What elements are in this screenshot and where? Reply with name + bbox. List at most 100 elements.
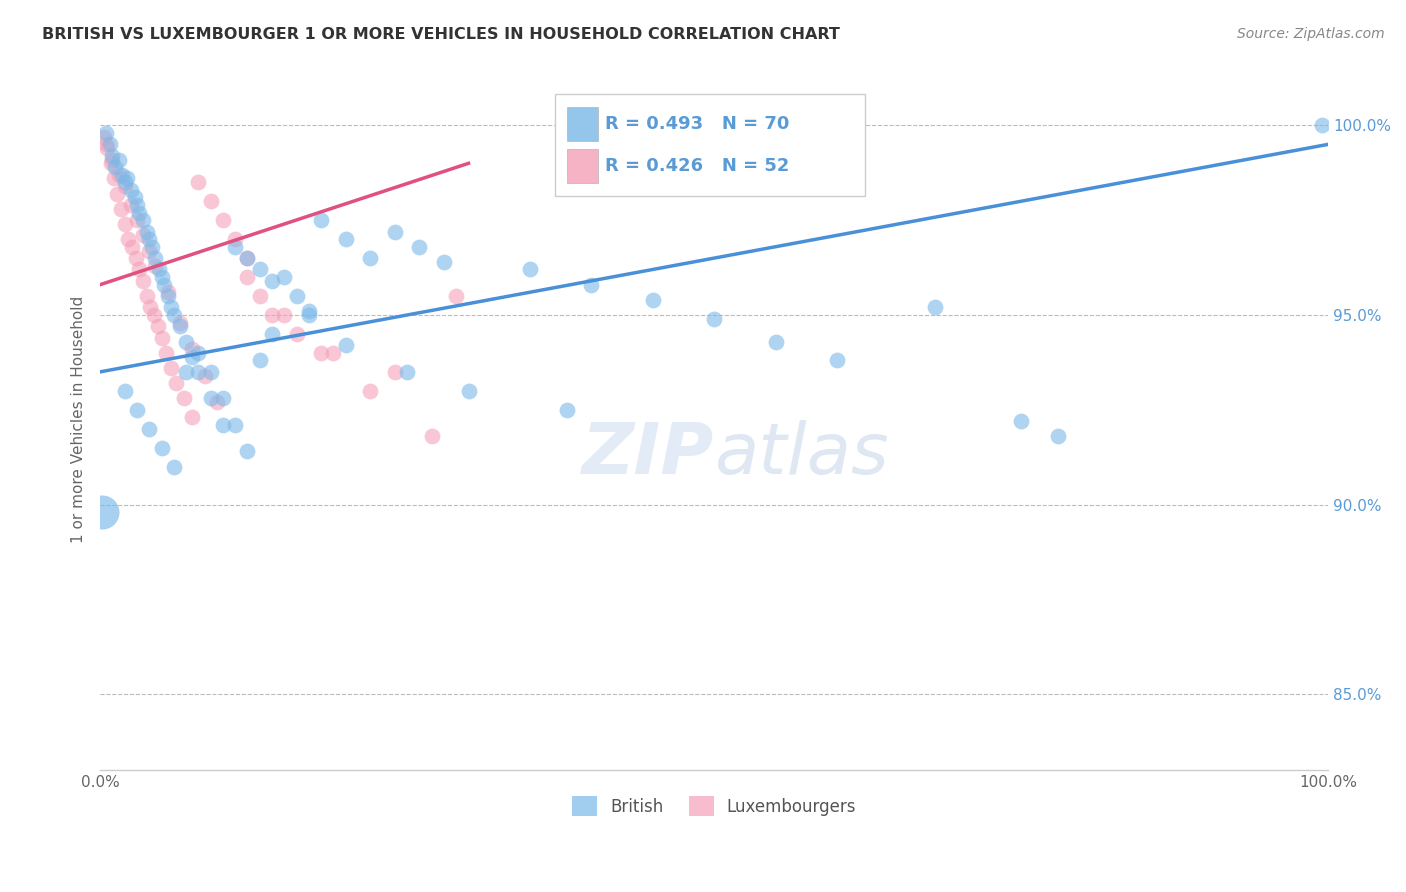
Point (260, 326, 283, 341)
Point (148, 262, 170, 277)
Point (153, 277, 176, 292)
Point (384, 225, 406, 239)
Point (205, 395, 228, 409)
Point (120, 198, 142, 212)
Point (156, 285, 179, 300)
Point (212, 392, 235, 406)
Point (1046, 429, 1069, 443)
Text: Source: ZipAtlas.com: Source: ZipAtlas.com (1237, 27, 1385, 41)
Point (335, 338, 357, 352)
Point (145, 251, 167, 265)
Point (125, 402, 148, 417)
Point (285, 326, 308, 341)
Point (169, 319, 191, 334)
Point (181, 342, 204, 356)
Point (224, 240, 246, 254)
Point (156, 289, 179, 303)
Point (384, 365, 406, 379)
Point (132, 228, 155, 243)
Legend: British, Luxembourgers: British, Luxembourgers (564, 788, 865, 825)
Point (359, 384, 381, 398)
Point (124, 190, 146, 204)
Point (110, 202, 132, 216)
Point (104, 160, 127, 174)
Point (236, 251, 259, 265)
Point (298, 308, 321, 322)
Point (260, 308, 283, 322)
Y-axis label: 1 or more Vehicles in Household: 1 or more Vehicles in Household (72, 295, 86, 543)
Point (260, 274, 283, 288)
Point (120, 183, 142, 197)
Point (396, 365, 419, 379)
Point (212, 417, 235, 432)
Point (103, 171, 125, 186)
Point (160, 301, 183, 315)
Point (135, 289, 157, 303)
Point (150, 270, 173, 285)
Point (825, 353, 848, 368)
Point (408, 240, 430, 254)
Point (641, 293, 664, 307)
Point (273, 270, 295, 285)
Point (309, 213, 332, 227)
Point (285, 289, 308, 303)
Point (519, 262, 541, 277)
Point (1310, 119, 1333, 133)
Point (193, 368, 215, 383)
Point (160, 361, 183, 376)
Point (249, 289, 271, 303)
Point (236, 270, 259, 285)
Point (200, 392, 222, 406)
Point (187, 175, 209, 189)
Point (96, 137, 118, 152)
Point (100, 156, 122, 170)
Text: ZIP: ZIP (582, 420, 714, 489)
Point (138, 232, 160, 246)
Point (174, 334, 197, 349)
Point (359, 251, 381, 265)
Point (114, 179, 136, 194)
Point (181, 350, 204, 364)
Point (128, 262, 150, 277)
Point (187, 365, 209, 379)
Text: BRITISH VS LUXEMBOURGER 1 OR MORE VEHICLES IN HOUSEHOLD CORRELATION CHART: BRITISH VS LUXEMBOURGER 1 OR MORE VEHICL… (42, 27, 839, 42)
Point (163, 459, 186, 474)
Point (224, 417, 246, 432)
Point (150, 441, 173, 455)
Point (224, 232, 246, 246)
Point (174, 365, 197, 379)
Point (150, 331, 173, 345)
Point (145, 259, 167, 273)
Point (125, 213, 148, 227)
Point (135, 225, 157, 239)
Point (236, 251, 259, 265)
Point (765, 334, 787, 349)
Point (420, 429, 443, 443)
Point (555, 402, 578, 417)
Point (143, 308, 166, 322)
Point (111, 168, 134, 182)
Point (98, 137, 121, 152)
Point (132, 274, 155, 288)
Point (200, 194, 222, 209)
Point (236, 444, 259, 458)
Point (107, 153, 129, 167)
Point (1010, 414, 1032, 428)
Point (91, 505, 114, 519)
Point (114, 217, 136, 231)
Point (93, 129, 115, 144)
Point (163, 308, 186, 322)
Point (121, 240, 143, 254)
Point (322, 346, 344, 360)
Point (249, 262, 271, 277)
Point (132, 213, 155, 227)
Point (96, 126, 118, 140)
Point (433, 255, 456, 269)
Point (212, 213, 235, 227)
Point (101, 149, 124, 163)
Point (446, 289, 468, 303)
Point (96, 141, 118, 155)
Point (200, 365, 222, 379)
Point (169, 316, 191, 330)
Point (187, 346, 209, 360)
